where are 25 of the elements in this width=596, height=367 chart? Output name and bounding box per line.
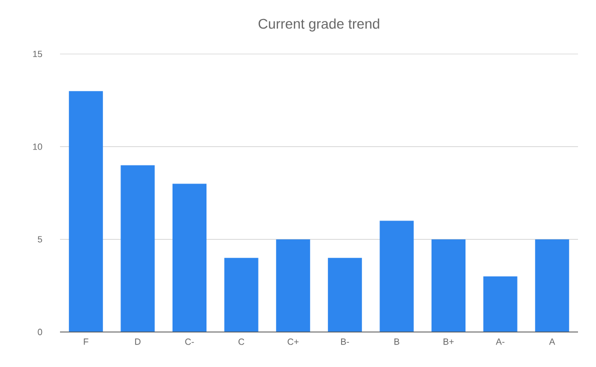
- bar: [224, 258, 258, 332]
- x-tick-label: D: [135, 338, 141, 345]
- x-tick-label: B+: [444, 338, 454, 345]
- bar: [120, 165, 155, 332]
- bar: [535, 239, 570, 332]
- y-tick-label: 15: [33, 50, 42, 58]
- y-tick-label: 0: [38, 328, 42, 336]
- bar: [483, 276, 518, 332]
- y-tick-label: 10: [33, 143, 42, 150]
- x-tick-label: A: [549, 338, 556, 345]
- x-tick-label: C: [238, 338, 244, 345]
- x-tick-label: B-: [341, 338, 350, 345]
- x-tick-label: C-: [185, 338, 194, 345]
- bar: [68, 91, 103, 332]
- chart-title: Current grade trend: [258, 18, 380, 32]
- x-tick-label: A-: [496, 338, 504, 345]
- x-tick-label: B: [394, 338, 400, 345]
- x-tick-label: F: [84, 338, 88, 345]
- bar: [172, 184, 207, 332]
- x-tick-label: C+: [288, 338, 299, 345]
- bar: [276, 239, 310, 332]
- bar: [432, 239, 466, 332]
- bar: [380, 220, 414, 332]
- bar: [328, 258, 362, 332]
- y-tick-label: 5: [38, 236, 42, 242]
